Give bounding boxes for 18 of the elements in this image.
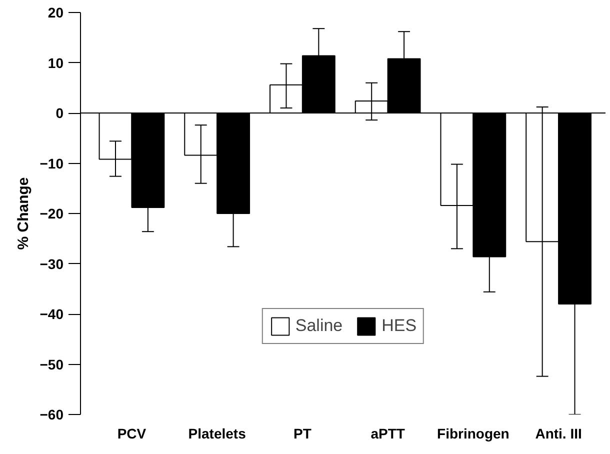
y-tick-label: −40 [40,306,64,322]
y-tick-label: −10 [40,155,64,172]
legend-label: HES [382,316,417,336]
legend-label: Saline [295,316,343,336]
y-tick-label: −60 [40,406,64,422]
x-tick-label: PT [294,426,312,442]
y-tick-label: −20 [40,206,64,222]
y-tick-label: 20 [48,4,64,20]
x-tick-label: Platelets [188,426,246,442]
y-tick-label: 10 [48,54,64,71]
x-tick-label: PCV [117,426,147,442]
x-tick-label: Anti. III [535,426,582,442]
x-tick-label: aPTT [370,426,406,442]
y-tick-label: −50 [40,356,64,372]
y-tick-label: 0 [56,105,64,121]
y-axis-title: % Change [14,177,32,250]
y-tick-label: −30 [40,256,64,272]
x-tick-label: Fibrinogen [437,426,510,442]
